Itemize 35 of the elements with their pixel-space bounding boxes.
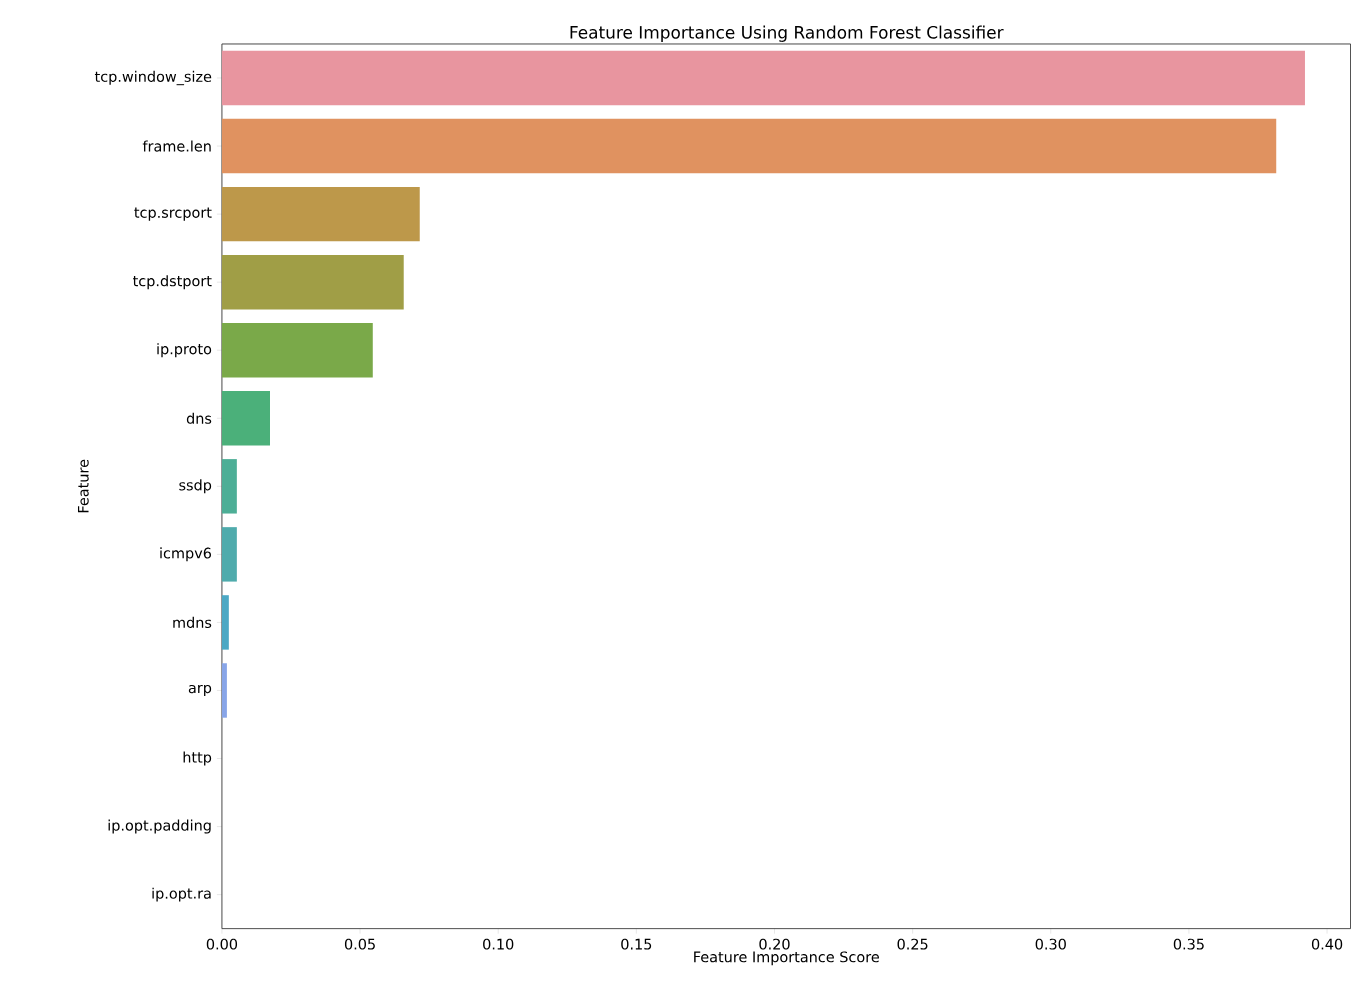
bar xyxy=(221,663,227,718)
y-tick-label: tcp.srcport xyxy=(134,207,212,221)
y-tick-label: http xyxy=(183,751,212,766)
y-tick-label: icmpv6 xyxy=(160,547,212,562)
bar xyxy=(221,391,270,446)
bar xyxy=(221,119,1277,174)
x-tick-label: 0.25 xyxy=(897,938,928,950)
bar xyxy=(221,527,237,582)
y-tick-label: ssdp xyxy=(179,479,212,494)
x-tick-label: 0.35 xyxy=(1173,938,1204,950)
y-tick-label: ip.proto xyxy=(157,343,212,358)
bar xyxy=(221,323,373,378)
x-tick-label: 0.10 xyxy=(483,938,514,950)
bar xyxy=(221,459,237,514)
y-tick-label: ip.opt.padding xyxy=(108,819,211,834)
y-tick-label: ip.opt.ra xyxy=(152,887,211,902)
y-tick-label: arp xyxy=(188,685,212,697)
x-axis-title: Feature Importance Score xyxy=(694,951,879,966)
y-axis-title: Feature xyxy=(77,459,89,513)
y-tick-label: frame.len xyxy=(142,140,211,152)
bar xyxy=(221,595,229,650)
chart-title: Feature Importance Using Random Forest Classifier xyxy=(570,25,1004,43)
y-tick-label: dns xyxy=(186,412,212,425)
y-tick-label: tcp.window_size xyxy=(94,70,212,86)
x-tick-label: 0.00 xyxy=(206,938,238,950)
y-tick-label: mdns xyxy=(173,617,212,629)
x-tick-label: 0.30 xyxy=(1035,938,1066,950)
bar xyxy=(221,50,1305,106)
x-tick-label: 0.05 xyxy=(344,938,375,950)
x-tick-label: 0.20 xyxy=(759,938,790,950)
x-tick-label: 0.40 xyxy=(1311,938,1343,950)
bar xyxy=(221,187,420,242)
x-tick-label: 0.15 xyxy=(621,938,652,950)
y-tick-label: tcp.dstport xyxy=(133,275,212,290)
bar xyxy=(221,255,404,310)
